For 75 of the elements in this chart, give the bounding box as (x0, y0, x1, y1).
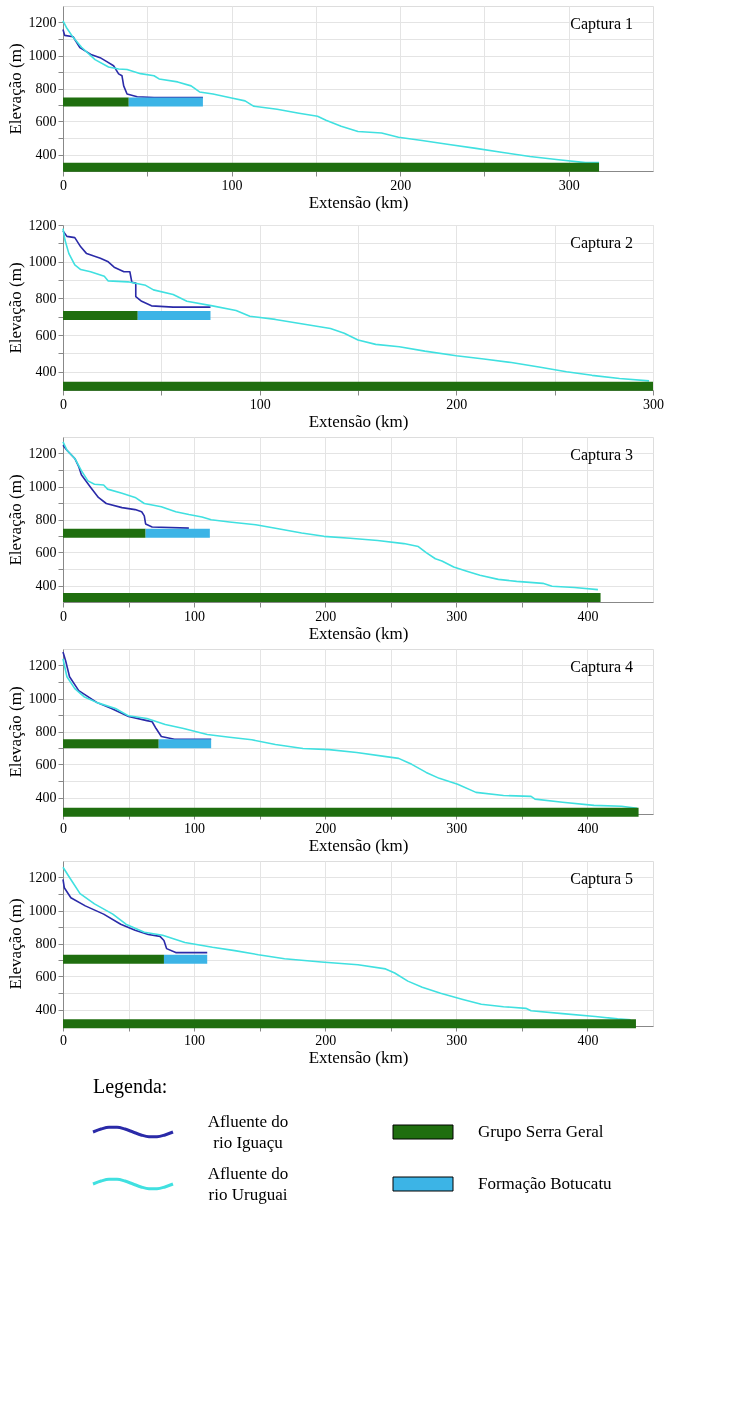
y-tick-label: 400 (35, 147, 57, 162)
y-tick-label: 1000 (28, 691, 57, 706)
x-tick-label: 100 (221, 177, 243, 193)
legend-label: Afluente do rio Uruguai (207, 1164, 289, 1204)
x-axis-title: Extensão (km) (308, 411, 409, 431)
legend-label: Afluente do rio Iguaçu (207, 1112, 289, 1152)
line-series (62, 230, 212, 308)
line-series (62, 878, 209, 954)
y-tick-label: 400 (35, 364, 57, 380)
x-tick-label: 200 (446, 396, 468, 412)
y-tick-label: 1200 (28, 658, 57, 673)
y-tick-label: 1000 (28, 903, 57, 918)
legend-title: Legenda: (93, 1075, 168, 1098)
y-tick-label: 800 (35, 512, 57, 527)
annotation: Captura 1 (570, 15, 633, 33)
y-tick-label: 600 (35, 757, 57, 772)
y-axis-title: Elevação (m) (5, 474, 25, 566)
y-tick-label: 400 (35, 578, 57, 593)
line-series (62, 651, 212, 741)
x-tick-label: 300 (446, 820, 468, 836)
y-tick-label: 1000 (28, 479, 57, 494)
y-tick-label: 1000 (28, 254, 57, 270)
y-axis-title: Elevação (m) (5, 262, 25, 354)
x-tick-label: 0 (60, 396, 67, 412)
y-tick-label: 400 (35, 790, 57, 805)
x-tick-label: 300 (643, 396, 664, 412)
line-series (62, 657, 639, 810)
y-tick-label: 800 (35, 724, 57, 739)
x-tick-label: 0 (60, 1032, 67, 1048)
x-axis-title: Extensão (km) (308, 1047, 409, 1067)
y-tick-label: 600 (35, 327, 57, 343)
x-tick-label: 400 (577, 608, 599, 624)
y-tick-label: 800 (35, 81, 57, 96)
x-tick-label: 200 (390, 177, 412, 193)
line-series (62, 444, 190, 529)
x-tick-label: 200 (315, 1032, 337, 1048)
y-tick-label: 1200 (28, 217, 57, 233)
x-tick-label: 300 (446, 1032, 468, 1048)
y-tick-label: 400 (35, 1002, 57, 1017)
y-tick-label: 1200 (28, 446, 57, 461)
x-tick-label: 100 (184, 608, 206, 624)
annotation: Captura 4 (570, 658, 633, 676)
x-tick-label: 300 (446, 608, 468, 624)
x-tick-label: 400 (577, 820, 599, 836)
annotation: Captura 2 (570, 234, 633, 252)
y-axis-title: Elevação (m) (5, 686, 25, 778)
x-tick-label: 100 (249, 396, 271, 412)
annotation: Captura 5 (570, 870, 633, 888)
x-axis-title: Extensão (km) (308, 192, 409, 212)
legend-label: Grupo Serra Geral (478, 1122, 604, 1141)
x-axis-title: Extensão (km) (308, 623, 409, 643)
x-tick-label: 200 (315, 608, 337, 624)
line-series (62, 28, 204, 99)
y-tick-label: 1000 (28, 48, 57, 63)
x-tick-label: 0 (60, 177, 67, 193)
y-tick-label: 800 (35, 290, 57, 306)
x-tick-label: 400 (577, 1032, 599, 1048)
y-axis-title: Elevação (m) (5, 43, 25, 135)
x-axis-title: Extensão (km) (308, 835, 409, 855)
x-tick-label: 200 (315, 820, 337, 836)
y-tick-label: 600 (35, 969, 57, 984)
y-tick-label: 600 (35, 114, 57, 129)
y-axis-title: Elevação (m) (5, 898, 25, 990)
annotation: Captura 3 (570, 446, 633, 464)
x-tick-label: 100 (184, 820, 206, 836)
x-tick-label: 0 (60, 820, 67, 836)
y-tick-label: 1200 (28, 870, 57, 885)
x-tick-label: 100 (184, 1032, 206, 1048)
y-tick-label: 600 (35, 545, 57, 560)
y-tick-label: 1200 (28, 15, 57, 30)
legend-label: Formação Botucatu (478, 1174, 613, 1193)
line-series (62, 227, 650, 382)
y-tick-label: 800 (35, 936, 57, 951)
x-tick-label: 300 (558, 177, 580, 193)
x-tick-label: 0 (60, 608, 67, 624)
